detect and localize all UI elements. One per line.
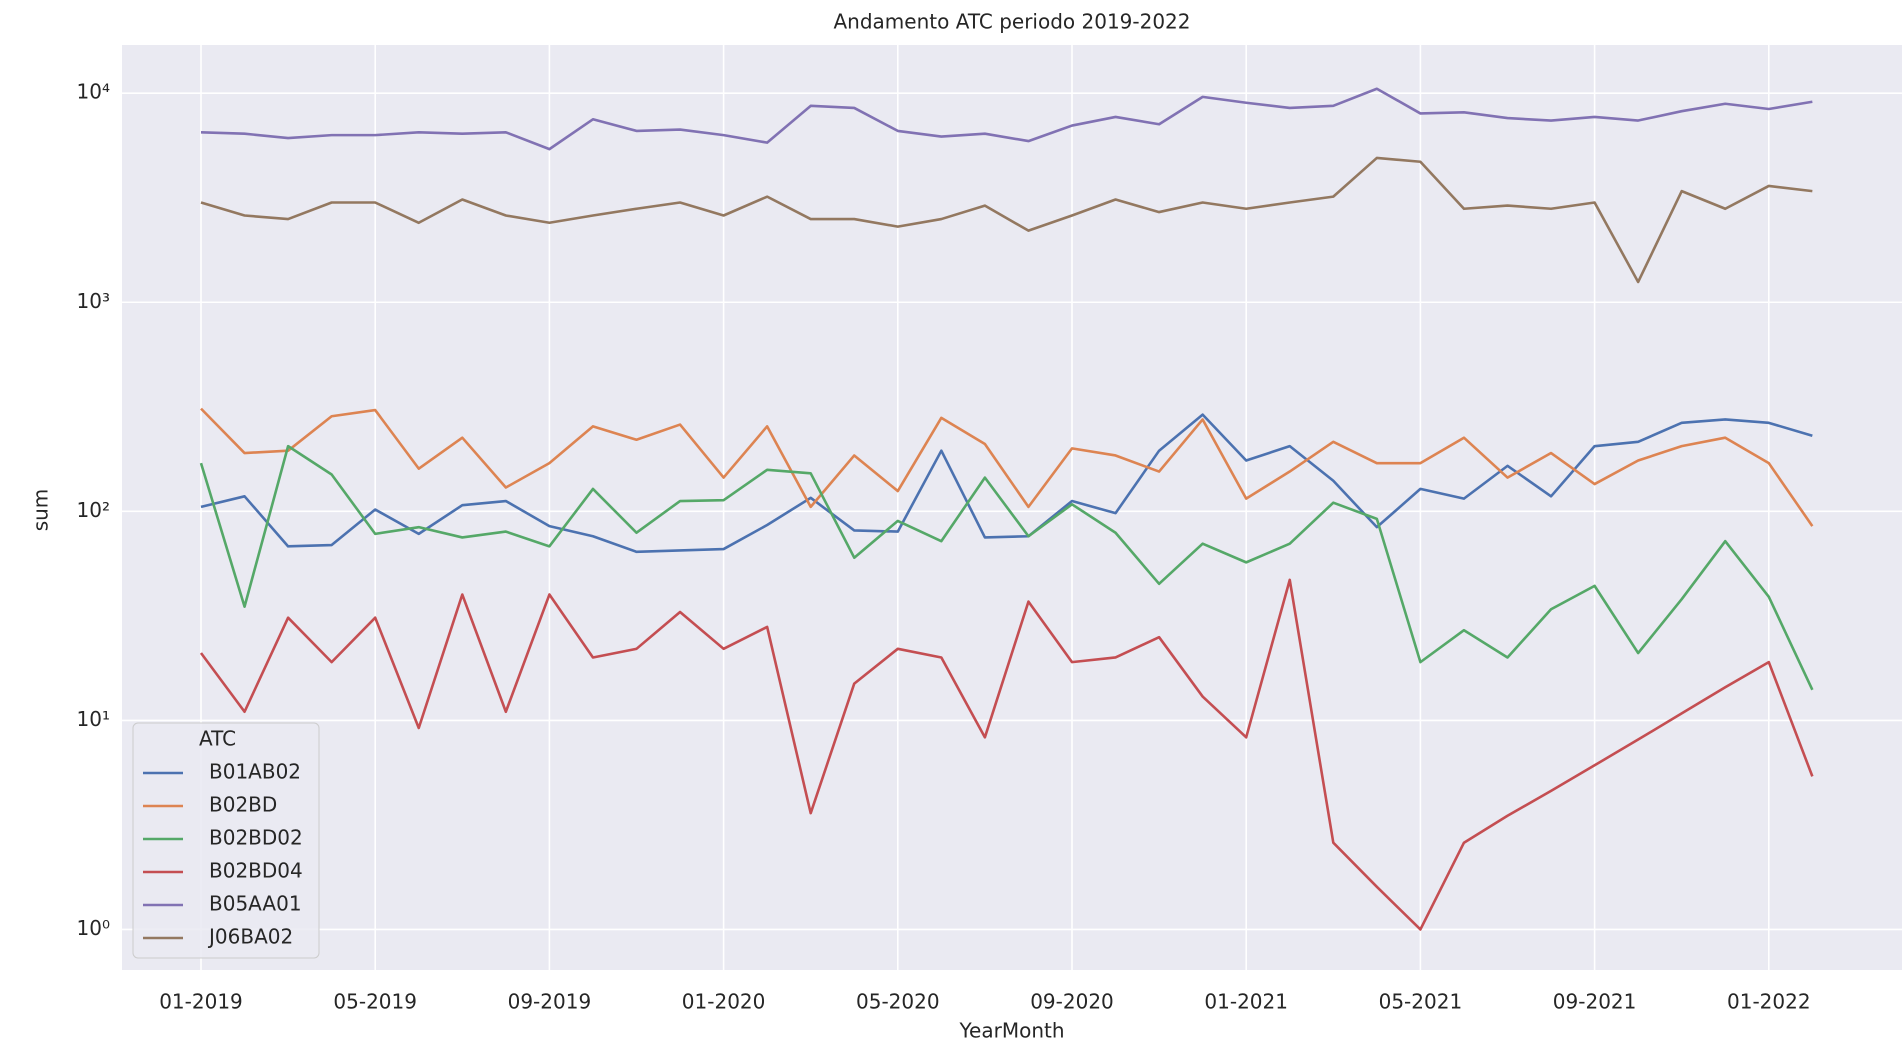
y-tick-label: 10¹ (77, 707, 110, 731)
legend-title: ATC (199, 727, 236, 751)
x-tick-label: 05-2020 (856, 990, 940, 1014)
x-tick-label: 01-2019 (159, 990, 243, 1014)
x-tick-label: 01-2022 (1727, 990, 1811, 1014)
legend-label: B02BD04 (209, 859, 303, 883)
series-line (200, 87, 1813, 151)
series-line (200, 413, 1813, 554)
lines (199, 87, 1814, 931)
legend-label: B02BD (209, 793, 277, 817)
x-tick-label: 09-2021 (1553, 990, 1637, 1014)
y-tick-label: 10⁴ (77, 80, 110, 104)
x-tick-label: 01-2020 (682, 990, 766, 1014)
x-tick-label: 09-2019 (508, 990, 592, 1014)
series-line (199, 444, 1814, 691)
legend-label: J06BA02 (207, 925, 293, 949)
x-axis-label: YearMonth (958, 1019, 1064, 1043)
series-line (199, 578, 1814, 931)
x-tick-label: 05-2019 (333, 990, 417, 1014)
legend-label: B02BD02 (209, 826, 303, 850)
series-line (200, 407, 1814, 527)
y-tick-label: 10² (77, 498, 110, 522)
series-line (200, 156, 1813, 284)
legend-box (132, 722, 320, 959)
x-tick-label: 01-2021 (1204, 990, 1288, 1014)
x-tick-label: 05-2021 (1379, 990, 1463, 1014)
x-tick-label: 09-2020 (1030, 990, 1114, 1014)
legend-label: B05AA01 (209, 892, 302, 916)
y-axis-label: sum (29, 489, 53, 532)
y-tick-label: 10⁰ (77, 916, 110, 940)
grid (122, 45, 1902, 970)
legend: ATC B01AB02 B02BD B02BD02 B02BD04 B05AA01 J06B… (132, 722, 320, 959)
legend-label: B01AB02 (209, 760, 301, 784)
chart-title: Andamento ATC periodo 2019-2022 (833, 10, 1190, 34)
plot-area (122, 45, 1902, 970)
y-tick-label: 10³ (77, 289, 110, 313)
